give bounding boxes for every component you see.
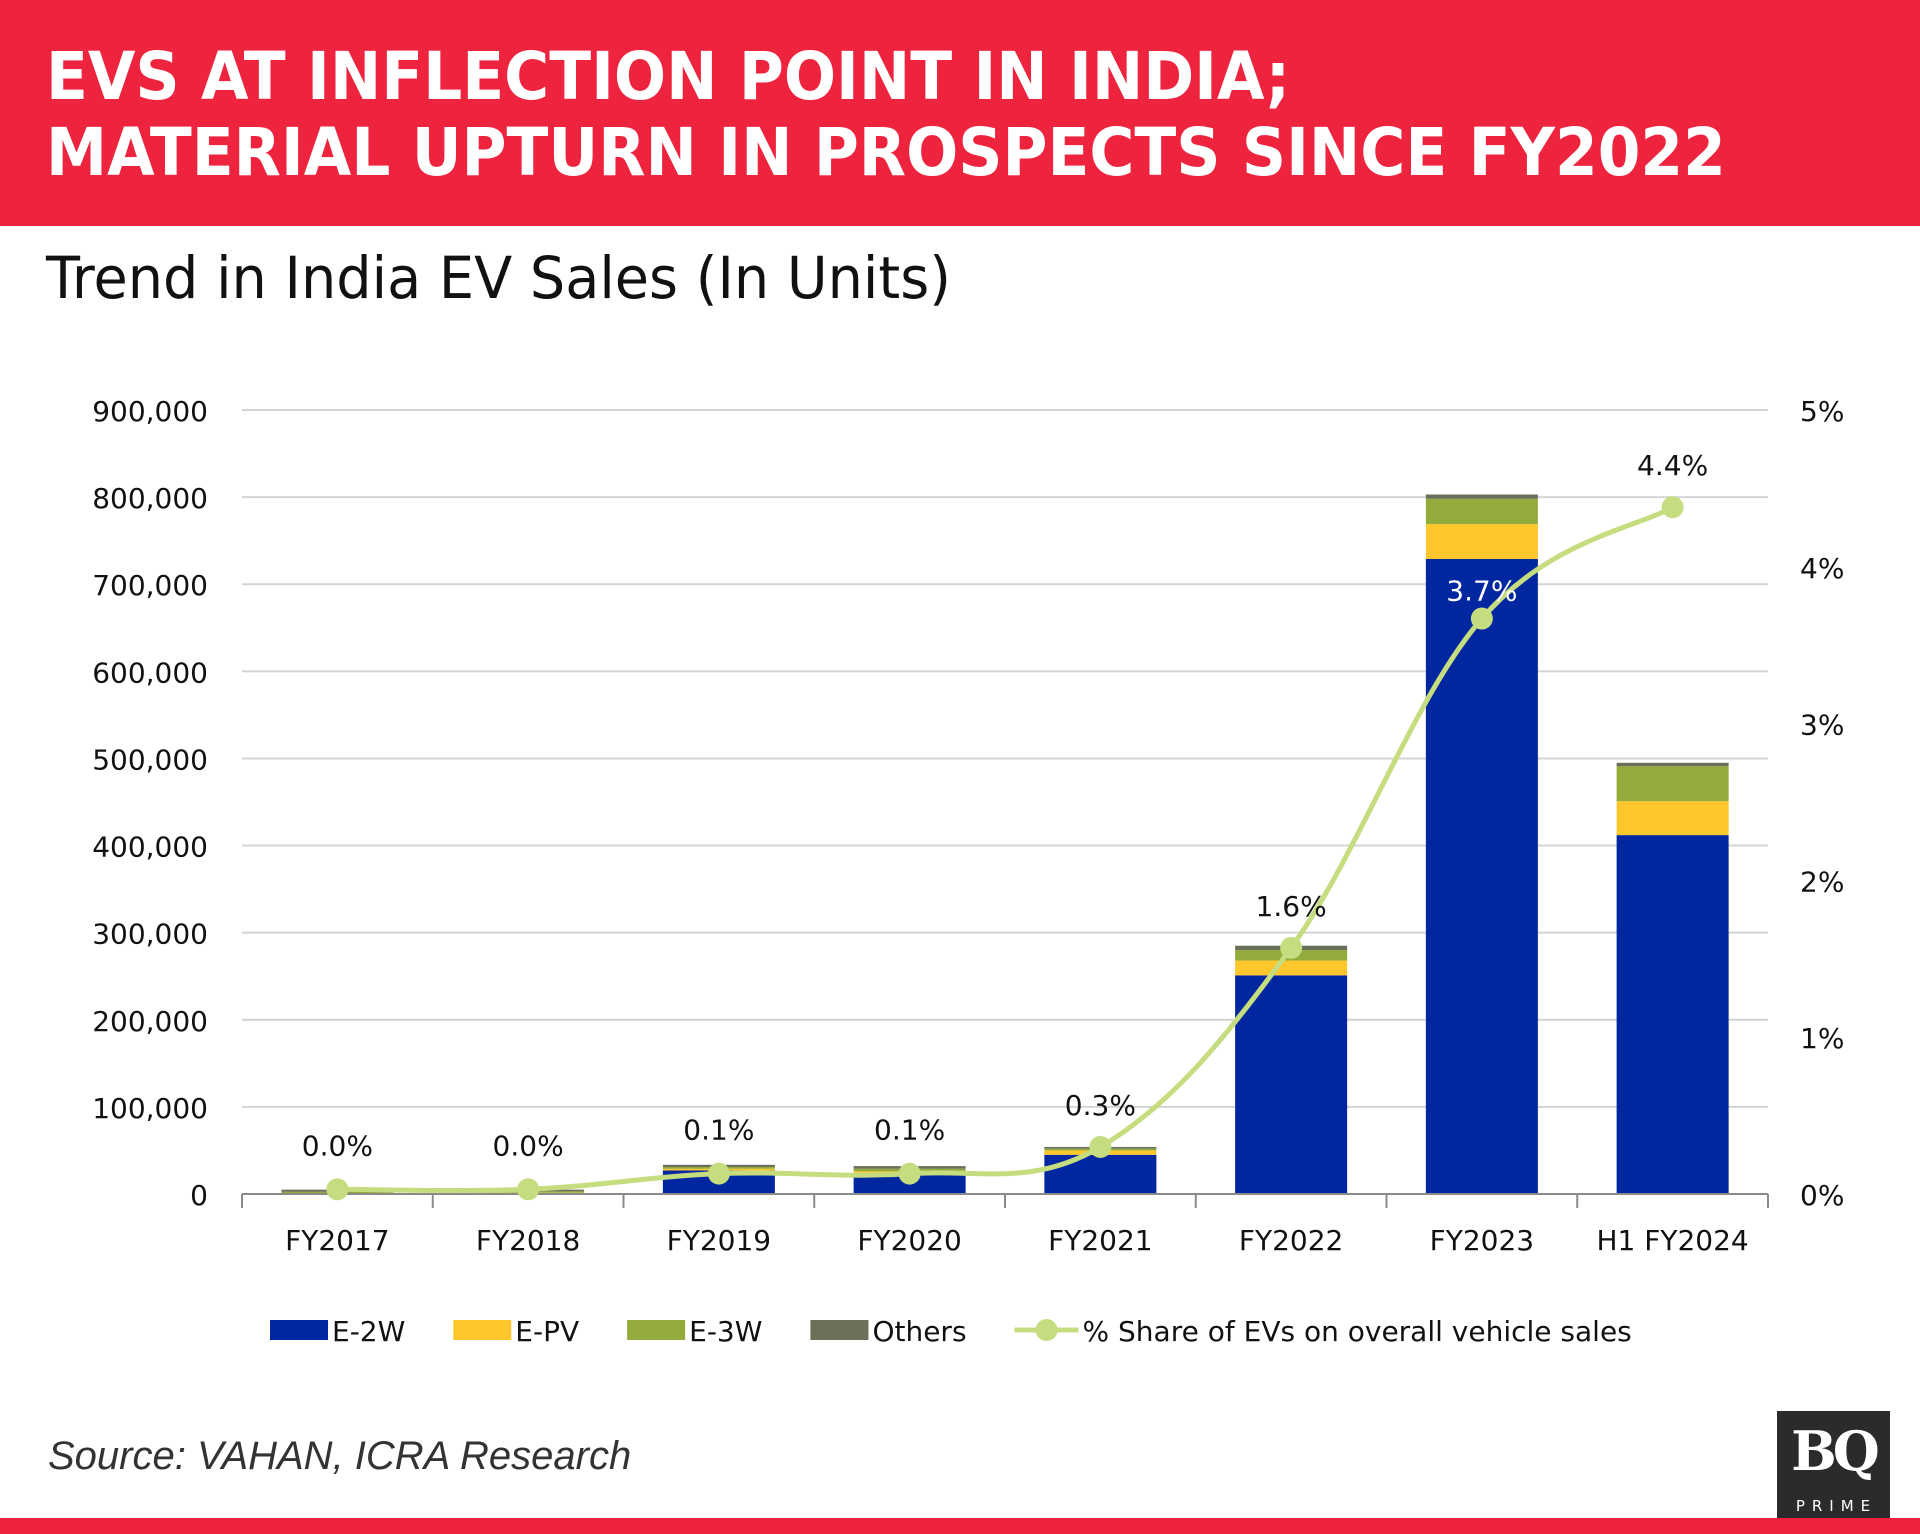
bar-segment-e-pv bbox=[1425, 524, 1538, 559]
y-right-tick-label: 3% bbox=[1800, 709, 1844, 742]
x-tick-label: FY2020 bbox=[857, 1224, 961, 1257]
legend-label: E-2W bbox=[332, 1315, 405, 1348]
headline-line-1: EVS AT INFLECTION POINT IN INDIA; bbox=[46, 38, 1291, 115]
y-left-tick-label: 800,000 bbox=[92, 482, 208, 515]
bar-segment-others bbox=[1616, 762, 1729, 767]
y-left-tick-label: 400,000 bbox=[92, 831, 208, 864]
gridlines bbox=[242, 409, 1768, 1108]
y-left-tick-label: 600,000 bbox=[92, 656, 208, 689]
y-left-tick-label: 0 bbox=[190, 1179, 208, 1212]
legend-label: % Share of EVs on overall vehicle sales bbox=[1083, 1315, 1632, 1348]
share-point bbox=[707, 1162, 730, 1185]
bar-segment-e-2w bbox=[1616, 835, 1729, 1194]
share-point bbox=[1089, 1135, 1112, 1158]
y-right-tick-label: 2% bbox=[1800, 865, 1844, 898]
y-right-tick-label: 5% bbox=[1800, 395, 1844, 428]
legend: E-2W E-PV E-3W Others % Share of EVs on over… bbox=[270, 1315, 1632, 1348]
logo-prime-text: PRIME bbox=[1795, 1497, 1878, 1515]
legend-label: Others bbox=[872, 1315, 966, 1348]
x-tick-label: FY2022 bbox=[1239, 1224, 1343, 1257]
headline-line-2: MATERIAL UPTURN IN PROSPECTS SINCE FY202… bbox=[46, 114, 1726, 191]
y-left-tick-label: 700,000 bbox=[92, 569, 208, 602]
bar-segment-others bbox=[1425, 494, 1538, 499]
bar-segment-e-3w bbox=[1616, 766, 1729, 802]
share-data-label: 0.3% bbox=[1065, 1089, 1136, 1122]
x-tick-label: H1 FY2024 bbox=[1597, 1224, 1749, 1257]
chart-title: Trend in India EV Sales (In Units) bbox=[46, 244, 951, 312]
y-left-tick-label: 500,000 bbox=[92, 743, 208, 776]
data-labels: 0.0% 0.0% 0.1% 0.1% 0.3% 1.6% 3.7% 4.4% bbox=[302, 449, 1708, 1162]
x-tick-label: FY2019 bbox=[667, 1224, 771, 1257]
share-line-series bbox=[326, 496, 1684, 1201]
bar-segment-e-2w bbox=[1044, 1154, 1157, 1194]
legend-label: E-3W bbox=[689, 1315, 762, 1348]
x-tick-label: FY2021 bbox=[1048, 1224, 1152, 1257]
share-point bbox=[1470, 607, 1493, 630]
y-right-tick-label: 0% bbox=[1800, 1179, 1844, 1212]
share-point bbox=[517, 1178, 540, 1201]
bq-prime-logo: BQ PRIME bbox=[1777, 1411, 1890, 1523]
x-tick-label: FY2017 bbox=[285, 1224, 389, 1257]
axes: 0 100,000 200,000 300,000 400,000 500,000 600,… bbox=[92, 395, 1844, 1257]
share-data-label: 3.7% bbox=[1446, 575, 1517, 608]
share-data-label: 0.0% bbox=[302, 1129, 373, 1162]
share-point bbox=[1661, 496, 1684, 519]
share-data-label: 0.0% bbox=[493, 1129, 564, 1162]
bar-segment-e-3w bbox=[1425, 498, 1538, 525]
legend-swatch-others bbox=[810, 1320, 869, 1340]
share-data-label: 1.6% bbox=[1256, 890, 1327, 923]
share-line bbox=[337, 505, 1674, 1194]
y-right-tick-label: 4% bbox=[1800, 552, 1844, 585]
share-point bbox=[1280, 936, 1303, 959]
y-right-tick-label: 1% bbox=[1800, 1022, 1844, 1055]
y-left-tick-label: 100,000 bbox=[92, 1092, 208, 1125]
footer-bar bbox=[0, 1518, 1920, 1534]
bar-segment-e-2w bbox=[1425, 558, 1538, 1194]
bar-segment-e-2w bbox=[1235, 975, 1348, 1194]
header-banner: EVS AT INFLECTION POINT IN INDIA; MATERI… bbox=[0, 0, 1920, 226]
legend-swatch-marker bbox=[1035, 1319, 1058, 1341]
x-tick-label: FY2018 bbox=[476, 1224, 580, 1257]
source-note: Source: VAHAN, ICRA Research bbox=[48, 1434, 632, 1478]
legend-swatch-e-pv bbox=[453, 1320, 512, 1340]
bar-segment-e-pv bbox=[1235, 960, 1348, 976]
share-point bbox=[326, 1178, 349, 1201]
share-point bbox=[898, 1162, 921, 1185]
share-data-label: 4.4% bbox=[1637, 449, 1708, 482]
y-left-tick-label: 200,000 bbox=[92, 1005, 208, 1038]
share-data-label: 0.1% bbox=[874, 1114, 945, 1147]
bar-segment-e-pv bbox=[1616, 801, 1729, 836]
logo-bq-text: BQ bbox=[1791, 1419, 1880, 1483]
x-tick-label: FY2023 bbox=[1430, 1224, 1534, 1257]
legend-swatch-e-3w bbox=[627, 1320, 686, 1340]
share-data-label: 0.1% bbox=[683, 1114, 754, 1147]
y-left-tick-label: 900,000 bbox=[92, 395, 208, 428]
legend-label: E-PV bbox=[515, 1315, 579, 1348]
legend-swatch-e-2w bbox=[270, 1320, 328, 1340]
y-left-tick-label: 300,000 bbox=[92, 918, 208, 951]
